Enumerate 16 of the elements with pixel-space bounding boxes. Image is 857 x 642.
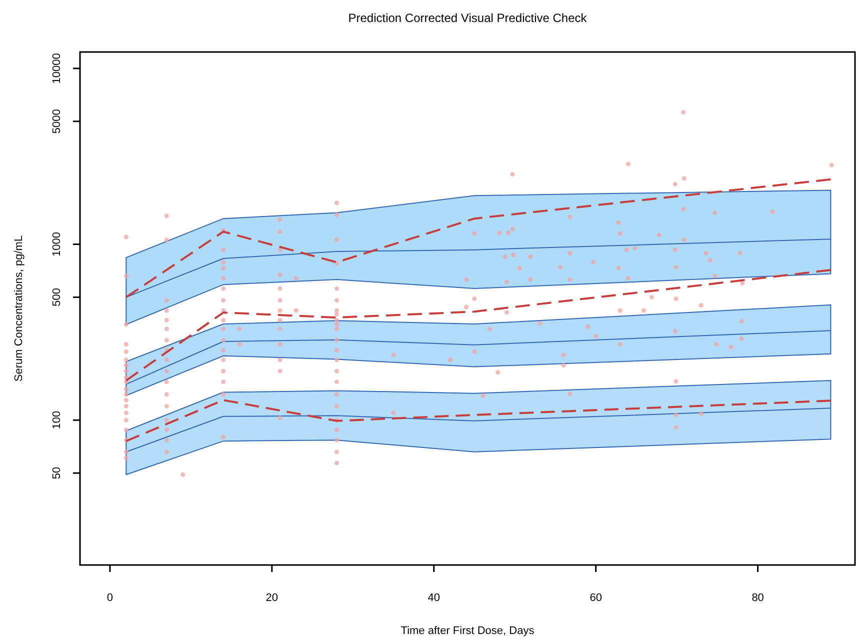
y-tick-label: 10000 [51, 53, 63, 84]
line-series [125, 178, 832, 298]
x-tick-label: 20 [266, 592, 278, 604]
x-tick-label: 40 [428, 592, 440, 604]
y-tick-label: 50 [51, 466, 63, 480]
y-tick-label: 1000 [51, 232, 63, 257]
x-axis-title: Time after First Dose, Days [400, 625, 535, 637]
y-tick-label: 100 [51, 410, 63, 430]
x-tick-label: 80 [752, 592, 764, 604]
x-tick-label: 60 [590, 592, 602, 604]
y-axis-title: Serum Concentrations, pg/mL [13, 235, 25, 382]
y-tick-label: 5000 [51, 109, 63, 134]
chart-title: Prediction Corrected Visual Predictive Check [348, 11, 588, 25]
x-tick-label: 0 [106, 592, 114, 604]
line-series [125, 399, 832, 442]
y-tick-label: 500 [51, 288, 63, 306]
